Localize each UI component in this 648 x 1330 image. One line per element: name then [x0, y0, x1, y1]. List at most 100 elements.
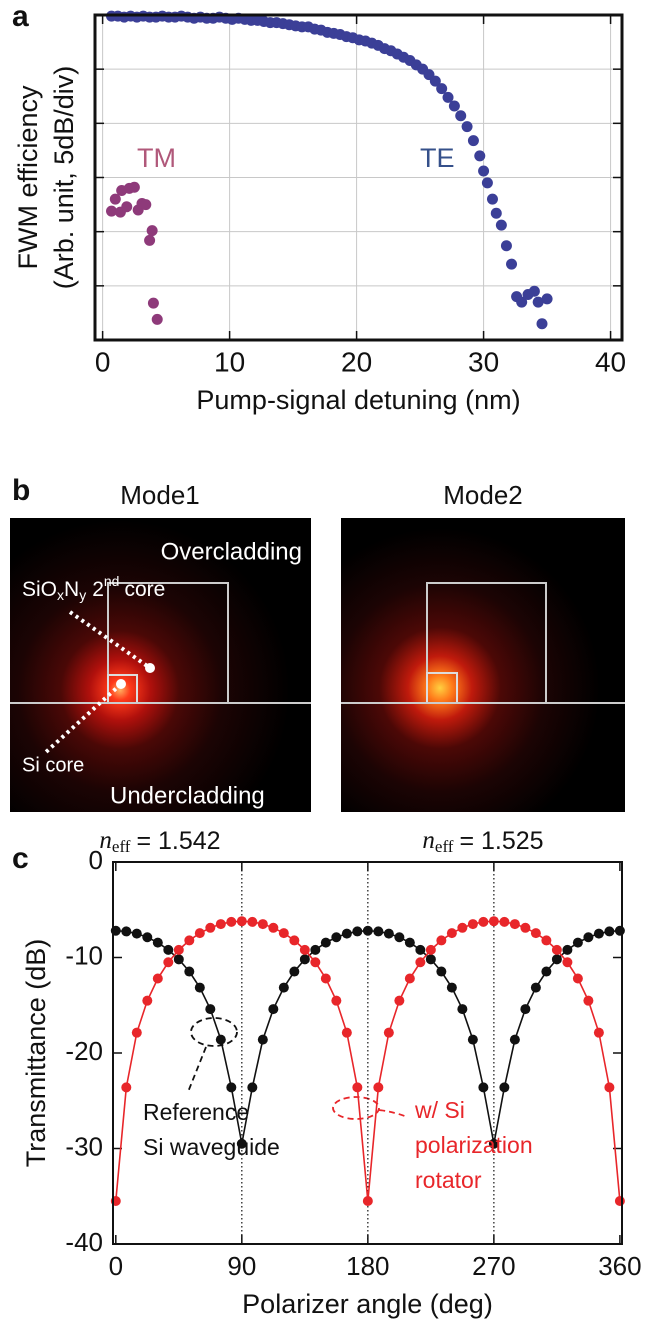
data-point	[289, 967, 299, 977]
data-point	[310, 957, 320, 967]
data-point	[394, 932, 404, 942]
y-axis-label: Transmittance (dB)	[21, 939, 51, 1168]
data-point	[604, 926, 614, 936]
panel-label: a	[12, 0, 29, 33]
si-core-label: Si core	[22, 754, 84, 776]
data-point	[121, 201, 132, 212]
neff-label: neff= 1.525	[422, 827, 543, 856]
x-tick-label: 10	[214, 346, 245, 377]
data-point	[478, 917, 488, 927]
second-core-part: y	[79, 587, 86, 603]
y-tick-label: -40	[65, 1227, 103, 1257]
data-point	[142, 932, 152, 942]
data-point	[531, 928, 541, 938]
data-point	[415, 945, 425, 955]
data-point	[457, 923, 467, 933]
overcladding-label: Overcladding	[161, 538, 302, 565]
x-tick-label: 90	[227, 1251, 256, 1281]
data-point	[184, 967, 194, 977]
data-point	[405, 974, 415, 984]
data-point	[436, 967, 446, 977]
series-label: w/ Si	[414, 1097, 465, 1123]
data-point	[321, 938, 331, 948]
data-point	[449, 101, 460, 112]
data-point	[163, 945, 173, 955]
data-point	[520, 923, 530, 933]
data-point	[342, 1028, 352, 1038]
data-point	[562, 945, 572, 955]
data-point	[487, 194, 498, 205]
data-point	[352, 1082, 362, 1092]
data-point	[447, 983, 457, 993]
data-point	[331, 996, 341, 1006]
data-point	[501, 240, 512, 251]
mode-image-2	[341, 518, 625, 812]
data-point	[468, 1035, 478, 1045]
data-point	[506, 259, 517, 270]
data-point	[153, 974, 163, 984]
y-axis-label: (Arb. unit, 5dB/div)	[49, 66, 79, 290]
data-point	[258, 919, 268, 929]
data-point	[426, 954, 436, 964]
data-point	[363, 1196, 373, 1206]
data-point	[499, 917, 509, 927]
data-point	[216, 919, 226, 929]
data-point	[594, 929, 604, 939]
data-point	[426, 945, 436, 955]
y-tick-label: -20	[65, 1036, 103, 1066]
data-point	[531, 983, 541, 993]
neff-value: = 1.542	[136, 827, 220, 855]
data-point	[455, 110, 466, 121]
data-point	[373, 1082, 383, 1092]
data-point	[604, 1082, 614, 1092]
data-point	[510, 919, 520, 929]
data-point	[583, 932, 593, 942]
data-point	[247, 917, 257, 927]
data-point	[457, 1004, 467, 1014]
data-point	[331, 932, 341, 942]
data-point	[405, 938, 415, 948]
data-point	[562, 957, 572, 967]
data-point	[615, 926, 625, 936]
y-tick-label: 0	[89, 845, 103, 875]
data-point	[216, 1035, 226, 1045]
x-tick-label: 360	[598, 1251, 641, 1281]
page: {"chart_data": [ {"type": "scatter", "pa…	[0, 0, 648, 1330]
data-point	[499, 1082, 509, 1092]
data-point	[140, 199, 151, 210]
data-point	[279, 928, 289, 938]
x-tick-label: 0	[109, 1251, 123, 1281]
data-point	[132, 1028, 142, 1038]
data-point	[478, 1082, 488, 1092]
second-core-part: x	[57, 587, 64, 603]
data-point	[152, 314, 163, 325]
data-point	[496, 220, 507, 231]
data-point	[195, 928, 205, 938]
data-point	[583, 996, 593, 1006]
data-point	[247, 1082, 257, 1092]
data-point	[300, 945, 310, 955]
series-label: TM	[137, 143, 176, 173]
data-point	[163, 957, 173, 967]
data-point	[615, 1196, 625, 1206]
data-point	[489, 916, 499, 926]
data-point	[300, 954, 310, 964]
data-point	[289, 935, 299, 945]
data-point	[468, 919, 478, 929]
x-axis-label: Pump-signal detuning (nm)	[196, 385, 520, 415]
data-point	[148, 298, 159, 309]
series-label: rotator	[415, 1167, 482, 1193]
data-point	[541, 935, 551, 945]
data-point	[321, 974, 331, 984]
data-point	[226, 917, 236, 927]
panel-label: c	[12, 842, 29, 875]
data-point	[536, 318, 547, 329]
data-point	[363, 926, 373, 936]
second-core-part: N	[64, 578, 79, 601]
y-axis-label: FWM efficiency	[13, 85, 43, 270]
data-point	[482, 177, 493, 188]
data-point	[147, 225, 158, 236]
data-point	[132, 929, 142, 939]
data-point	[258, 1035, 268, 1045]
data-point	[174, 945, 184, 955]
